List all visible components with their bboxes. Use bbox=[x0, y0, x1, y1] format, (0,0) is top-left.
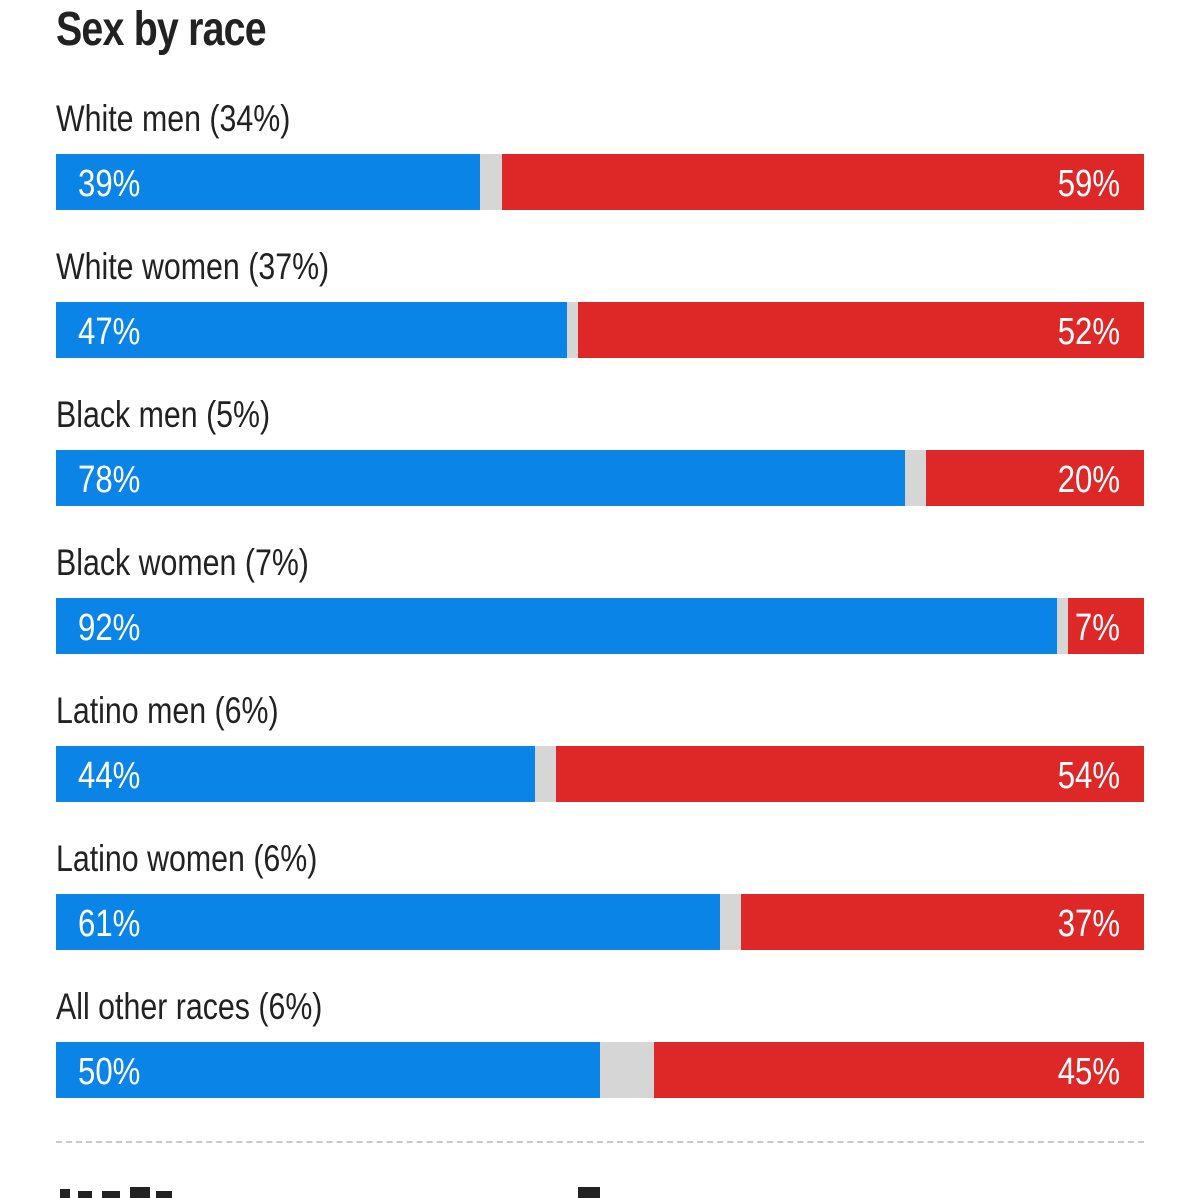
category-label: Black women (7%) bbox=[56, 542, 309, 583]
democrat-bar-segment bbox=[56, 1042, 600, 1098]
democrat-bar-segment bbox=[56, 154, 481, 210]
democrat-bar-segment bbox=[56, 598, 1057, 654]
democrat-bar-segment bbox=[56, 746, 535, 802]
republican-bar-segment bbox=[502, 154, 1144, 210]
democrat-value-label: 39% bbox=[78, 163, 141, 205]
next-section-heading-cropped bbox=[56, 1186, 656, 1198]
cropped-text-fragment bbox=[130, 1187, 150, 1198]
category-label: White men (34%) bbox=[56, 98, 291, 139]
democrat-value-label: 47% bbox=[78, 311, 141, 353]
section-divider bbox=[56, 1141, 1144, 1143]
democrat-value-label: 92% bbox=[78, 607, 141, 649]
democrat-bar-segment bbox=[56, 894, 720, 950]
cropped-text-fragment bbox=[78, 1191, 92, 1198]
republican-bar-segment bbox=[741, 894, 1144, 950]
democrat-bar-segment bbox=[56, 302, 568, 358]
stacked-bar: 44% 54% bbox=[56, 746, 1144, 802]
category-label: All other races (6%) bbox=[56, 986, 323, 1027]
republican-value-label: 52% bbox=[1057, 311, 1120, 353]
cropped-text-fragment bbox=[60, 1189, 70, 1198]
republican-bar-segment bbox=[654, 1042, 1144, 1098]
stacked-bar: 47% 52% bbox=[56, 302, 1144, 358]
stacked-bar: 92% 7% bbox=[56, 598, 1144, 654]
republican-value-label: 20% bbox=[1057, 459, 1120, 501]
republican-value-label: 59% bbox=[1057, 163, 1120, 205]
stacked-bar: 61% 37% bbox=[56, 894, 1144, 950]
category-label: White women (37%) bbox=[56, 246, 330, 287]
republican-value-label: 37% bbox=[1057, 903, 1120, 945]
democrat-value-label: 44% bbox=[78, 755, 141, 797]
democrat-value-label: 78% bbox=[78, 459, 141, 501]
cropped-text-fragment bbox=[156, 1191, 172, 1198]
stacked-bar: 50% 45% bbox=[56, 1042, 1144, 1098]
democrat-bar-segment bbox=[56, 450, 905, 506]
republican-value-label: 54% bbox=[1057, 755, 1120, 797]
republican-bar-segment bbox=[926, 450, 1144, 506]
republican-bar-segment bbox=[1067, 598, 1144, 654]
republican-bar-segment bbox=[578, 302, 1144, 358]
category-label: Latino women (6%) bbox=[56, 838, 318, 879]
republican-bar-segment bbox=[556, 746, 1144, 802]
stacked-bar: 78% 20% bbox=[56, 450, 1144, 506]
cropped-text-fragment bbox=[578, 1187, 600, 1198]
republican-value-label: 45% bbox=[1057, 1051, 1120, 1093]
chart-title: Sex by race bbox=[56, 3, 267, 56]
category-label: Black men (5%) bbox=[56, 394, 271, 435]
stacked-bar: 39% 59% bbox=[56, 154, 1144, 210]
democrat-value-label: 50% bbox=[78, 1051, 141, 1093]
cropped-text-fragment bbox=[102, 1191, 120, 1198]
republican-value-label: 7% bbox=[1074, 607, 1120, 649]
democrat-value-label: 61% bbox=[78, 903, 141, 945]
category-label: Latino men (6%) bbox=[56, 690, 279, 731]
